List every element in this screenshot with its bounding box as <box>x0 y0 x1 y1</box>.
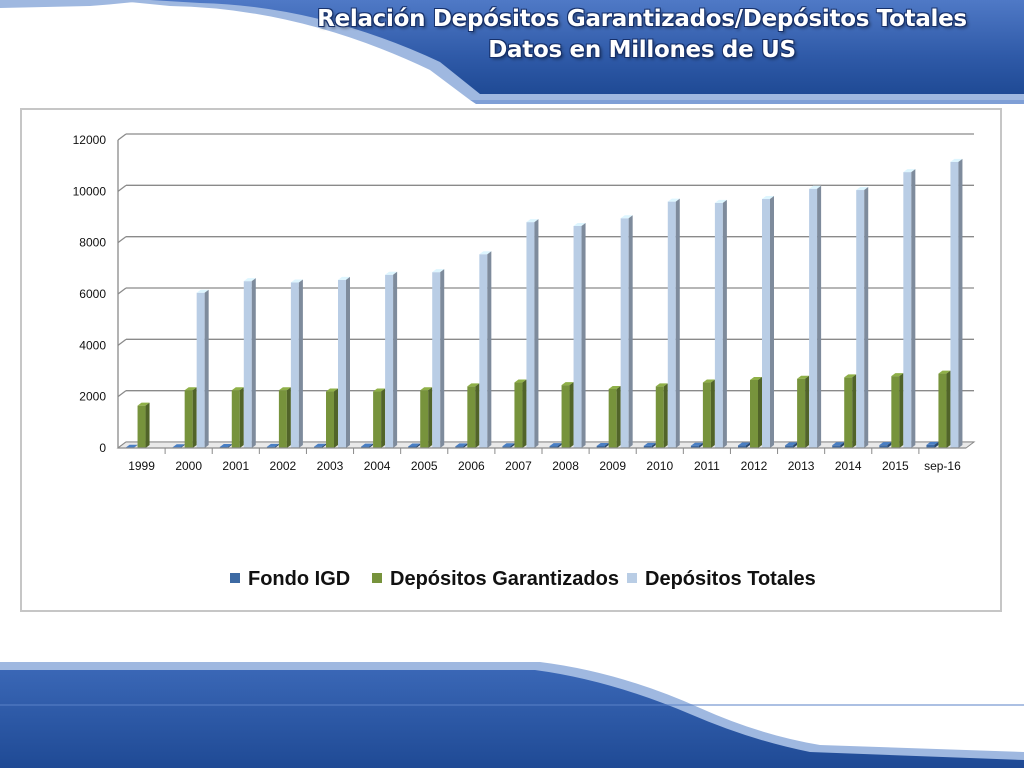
bar-dep-sitos-garantizados <box>608 385 621 448</box>
bar-dep-sitos-garantizados <box>137 402 150 448</box>
bar-dep-sitos-garantizados <box>467 383 480 448</box>
bar-fondo-igd <box>549 443 562 448</box>
bar-dep-sitos-totales <box>432 269 445 448</box>
bar-dep-sitos-totales <box>196 289 209 448</box>
x-tick-label: 2015 <box>882 459 909 473</box>
bar-dep-sitos-garantizados <box>420 387 433 448</box>
y-tick-label: 2000 <box>79 390 106 404</box>
bar-dep-sitos-totales <box>950 158 963 449</box>
bar-dep-sitos-totales <box>667 198 680 448</box>
x-tick-label: 2013 <box>788 459 815 473</box>
slide-title: Relación Depósitos Garantizados/Depósito… <box>180 4 1024 66</box>
bar-fondo-igd <box>785 442 798 448</box>
bar-fondo-igd <box>879 442 892 448</box>
legend-swatch <box>627 573 637 583</box>
bar-dep-sitos-totales <box>856 187 869 449</box>
chart-legend: Fondo IGD Depósitos Garantizados Depósitos… <box>230 568 816 590</box>
bar-dep-sitos-garantizados <box>231 387 244 448</box>
legend-item: Depósitos Garantizados <box>372 568 619 590</box>
gridline-side <box>117 287 127 295</box>
y-tick-label: 0 <box>99 441 106 455</box>
bar-dep-sitos-totales <box>620 215 633 448</box>
bar-dep-sitos-garantizados <box>655 383 668 448</box>
bar-dep-sitos-totales <box>243 278 256 448</box>
bar-dep-sitos-garantizados <box>702 379 715 448</box>
bar-fondo-igd <box>455 443 468 448</box>
x-tick-label: 2010 <box>646 459 673 473</box>
x-tick-label: 1999 <box>128 459 155 473</box>
bar-dep-sitos-garantizados <box>938 370 951 448</box>
y-tick-label: 6000 <box>79 287 106 301</box>
chart-x-axis: 1999 2000 2001 2002 2003 2004 2005 2006 2007 2008… <box>118 447 966 473</box>
x-tick-label: 2001 <box>222 459 249 473</box>
x-tick-label: 2004 <box>364 459 391 473</box>
bar-dep-sitos-garantizados <box>373 388 386 448</box>
bar-fondo-igd <box>596 442 609 448</box>
chart: 0 2000 4000 6000 8000 10000 12000 1999 2000 2001… <box>73 133 976 590</box>
x-tick-label: 2002 <box>270 459 297 473</box>
x-tick-label: sep-16 <box>924 459 961 473</box>
x-tick-label: 2011 <box>694 459 720 473</box>
bar-dep-sitos-totales <box>479 251 492 448</box>
bar-dep-sitos-totales <box>526 219 539 448</box>
slide-title-line-1: Relación Depósitos Garantizados/Depósito… <box>317 6 967 32</box>
bar-dep-sitos-totales <box>714 199 727 448</box>
legend-swatch <box>372 573 382 583</box>
chart-frame: 0 2000 4000 6000 8000 10000 12000 1999 2000 2001… <box>20 108 1002 612</box>
legend-label: Depósitos Garantizados <box>390 568 619 590</box>
x-tick-label: 2012 <box>741 459 768 473</box>
chart-bars <box>125 158 963 449</box>
x-tick-label: 2006 <box>458 459 485 473</box>
bar-dep-sitos-totales <box>290 279 303 448</box>
bar-fondo-igd <box>502 443 515 448</box>
y-tick-label: 12000 <box>73 133 107 147</box>
slide-title-line-2: Datos en Millones de US <box>488 37 796 63</box>
legend-label: Depósitos Totales <box>645 568 816 590</box>
bar-fondo-igd <box>690 442 703 448</box>
bar-dep-sitos-garantizados <box>184 387 197 448</box>
bar-dep-sitos-totales <box>903 169 916 449</box>
legend-item: Fondo IGD <box>230 568 350 590</box>
x-tick-label: 2000 <box>175 459 202 473</box>
bar-dep-sitos-garantizados <box>750 376 762 448</box>
gridline-side <box>117 390 127 398</box>
gridline-side <box>117 338 127 346</box>
bar-fondo-igd <box>361 443 374 448</box>
x-tick-label: 2005 <box>411 459 438 473</box>
bar-dep-sitos-garantizados <box>278 387 291 448</box>
y-tick-label: 8000 <box>79 236 106 250</box>
y-tick-label: 10000 <box>73 184 107 198</box>
bar-dep-sitos-totales <box>809 185 822 448</box>
bar-fondo-igd <box>926 441 939 448</box>
chart-y-axis: 0 2000 4000 6000 8000 10000 12000 <box>73 133 119 455</box>
gridline-side <box>117 236 127 244</box>
y-tick-label: 4000 <box>79 338 106 352</box>
bar-dep-sitos-totales <box>385 271 398 448</box>
bar-fondo-igd <box>643 442 656 448</box>
bar-dep-sitos-totales <box>573 222 586 448</box>
legend-swatch <box>230 573 240 583</box>
bar-dep-sitos-totales <box>338 276 350 448</box>
legend-label: Fondo IGD <box>248 568 350 590</box>
x-tick-label: 2007 <box>505 459 532 473</box>
bar-dep-sitos-garantizados <box>561 382 574 448</box>
bar-dep-sitos-garantizados <box>326 388 338 448</box>
bar-fondo-igd <box>408 443 421 448</box>
bar-dep-sitos-garantizados <box>844 374 857 448</box>
gridline-side <box>117 184 127 192</box>
gridline-side <box>117 133 127 141</box>
x-tick-label: 2014 <box>835 459 862 473</box>
x-tick-label: 2009 <box>599 459 626 473</box>
bar-dep-sitos-garantizados <box>514 379 527 448</box>
bar-fondo-igd <box>738 442 750 448</box>
bar-dep-sitos-totales <box>762 196 774 448</box>
bar-dep-sitos-garantizados <box>891 373 904 448</box>
bar-fondo-igd <box>832 442 845 448</box>
x-tick-label: 2003 <box>317 459 344 473</box>
bar-dep-sitos-garantizados <box>797 375 810 448</box>
x-tick-label: 2008 <box>552 459 579 473</box>
legend-item: Depósitos Totales <box>627 568 816 590</box>
